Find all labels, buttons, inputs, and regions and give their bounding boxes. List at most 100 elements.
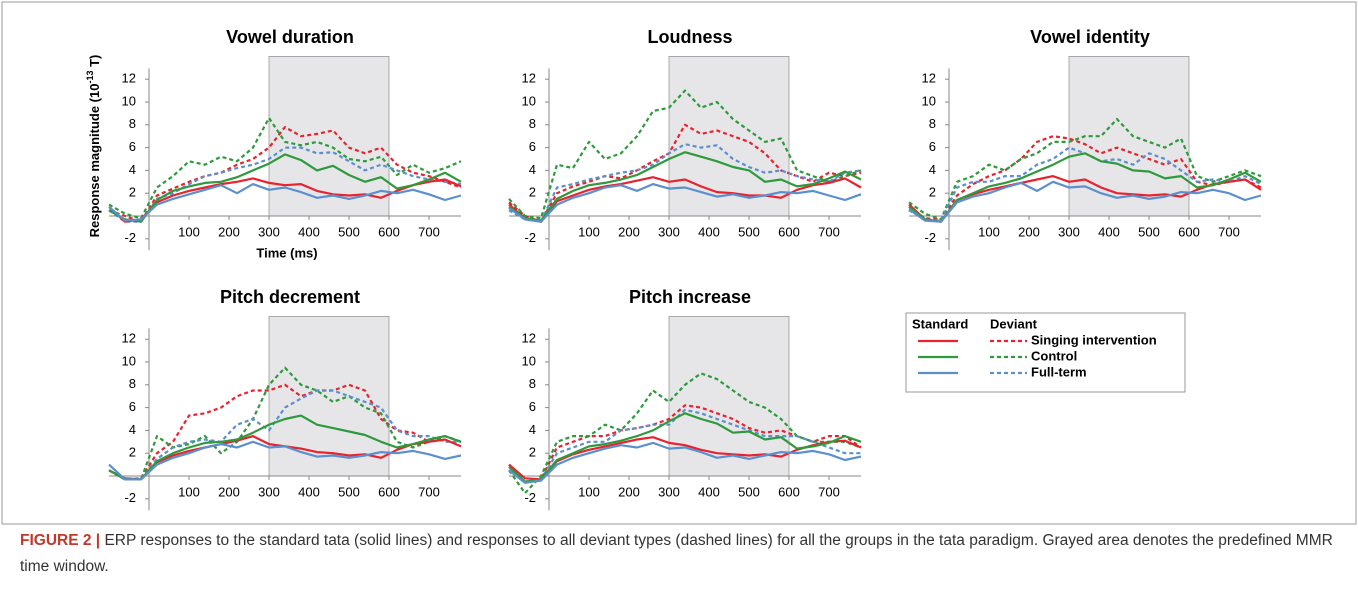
- y-tick-label: 6: [929, 139, 936, 154]
- x-tick-label: 600: [378, 484, 400, 499]
- x-tick-label: 600: [778, 484, 800, 499]
- y-tick-label: 10: [922, 93, 936, 108]
- standard-line: [508, 183, 862, 223]
- y-tick-label: 2: [929, 185, 936, 200]
- x-tick-label: 600: [378, 224, 400, 239]
- deviant-line: [508, 143, 862, 223]
- legend-label: Full-term: [1031, 364, 1087, 379]
- shaded-window: [1068, 56, 1190, 217]
- x-tick-label: 500: [738, 224, 760, 239]
- y-tick-label: 4: [129, 162, 136, 177]
- chart-title: Vowel duration: [226, 27, 354, 47]
- standard-line: [508, 412, 862, 483]
- y-tick-label: 8: [129, 116, 136, 131]
- x-tick-label: 300: [1058, 224, 1080, 239]
- x-tick-label: 500: [1138, 224, 1160, 239]
- deviant-line: [508, 408, 861, 483]
- y-tick-label: 2: [529, 445, 536, 460]
- x-tick-label: 400: [698, 484, 720, 499]
- x-tick-label: 200: [218, 484, 240, 499]
- caption-text: ERP responses to the standard tata (soli…: [20, 532, 1333, 575]
- x-tick-label: 100: [978, 224, 1000, 239]
- x-tick-label: 200: [618, 224, 640, 239]
- y-tick-label: 6: [529, 399, 536, 414]
- figure-border: [1, 1, 1357, 525]
- chart-title: Loudness: [647, 27, 732, 47]
- x-tick-label: 700: [818, 224, 840, 239]
- caption: FIGURE 2 | ERP responses to the standard…: [20, 528, 1340, 580]
- x-tick-label: 600: [778, 224, 800, 239]
- x-tick-label: 300: [258, 224, 280, 239]
- standard-line: [108, 440, 462, 481]
- x-tick-label: 100: [178, 224, 200, 239]
- x-tick-label: 100: [578, 484, 600, 499]
- deviant-line: [508, 89, 862, 220]
- x-tick-label: 500: [738, 484, 760, 499]
- y-tick-label: 2: [529, 185, 536, 200]
- deviant-line: [908, 135, 1262, 221]
- y-tick-label: 12: [122, 71, 136, 86]
- y-tick-label: -2: [524, 230, 536, 245]
- standard-line: [108, 177, 462, 223]
- y-tick-label: 10: [122, 353, 136, 368]
- standard-line: [108, 183, 462, 222]
- standard-line: [508, 441, 862, 484]
- y-tick-label: 8: [129, 376, 136, 391]
- y-tick-label: 2: [129, 185, 136, 200]
- x-tick-label: 400: [298, 224, 320, 239]
- x-tick-label: 700: [818, 484, 840, 499]
- shaded-window: [668, 315, 790, 477]
- deviant-line: [108, 116, 462, 220]
- y-tick-label: -2: [924, 230, 936, 245]
- standard-line: [108, 414, 462, 481]
- x-tick-label: 100: [578, 224, 600, 239]
- y-tick-label: 8: [529, 376, 536, 391]
- y-tick-label: 10: [122, 93, 136, 108]
- deviant-line: [108, 366, 462, 481]
- x-tick-label: 400: [298, 484, 320, 499]
- y-axis-label: Response magnitude (10-13 T): [85, 55, 102, 238]
- x-tick-label: 400: [698, 224, 720, 239]
- y-tick-label: 10: [522, 353, 536, 368]
- x-tick-label: 300: [658, 224, 680, 239]
- y-tick-label: 6: [529, 139, 536, 154]
- x-tick-label: 700: [418, 484, 440, 499]
- deviant-line: [108, 383, 462, 481]
- y-tick-label: 4: [529, 162, 536, 177]
- x-tick-label: 200: [618, 484, 640, 499]
- legend-label: Control: [1031, 348, 1077, 363]
- y-tick-label: 6: [129, 399, 136, 414]
- legend-header: Deviant: [990, 316, 1038, 331]
- y-tick-label: 8: [929, 116, 936, 131]
- y-tick-label: 12: [922, 71, 936, 86]
- y-axis-label-sup: -13: [85, 71, 95, 84]
- chart-title: Vowel identity: [1030, 27, 1150, 47]
- y-tick-label: -2: [124, 230, 136, 245]
- x-axis-label: Time (ms): [256, 245, 317, 260]
- x-tick-label: 200: [1018, 224, 1040, 239]
- y-tick-label: 4: [529, 422, 536, 437]
- deviant-line: [908, 118, 1262, 221]
- legend-label: Singing intervention: [1031, 332, 1157, 347]
- standard-line: [108, 153, 462, 223]
- y-tick-label: 12: [522, 331, 536, 346]
- y-axis-label-end: T): [87, 55, 102, 71]
- legend-box: [905, 312, 1186, 393]
- y-tick-label: 10: [522, 93, 536, 108]
- y-tick-label: 8: [529, 116, 536, 131]
- chart-title: Pitch increase: [629, 287, 751, 307]
- chart-title: Pitch decrement: [220, 287, 360, 307]
- shaded-window: [268, 56, 390, 217]
- deviant-line: [108, 389, 461, 481]
- y-tick-label: -2: [124, 490, 136, 505]
- y-tick-label: 4: [129, 422, 136, 437]
- x-tick-label: 300: [658, 484, 680, 499]
- y-tick-label: 12: [522, 71, 536, 86]
- y-tick-label: 2: [129, 445, 136, 460]
- y-axis-label-text: Response magnitude (10: [87, 84, 102, 238]
- x-tick-label: 100: [178, 484, 200, 499]
- y-tick-label: 6: [129, 139, 136, 154]
- x-tick-label: 400: [1098, 224, 1120, 239]
